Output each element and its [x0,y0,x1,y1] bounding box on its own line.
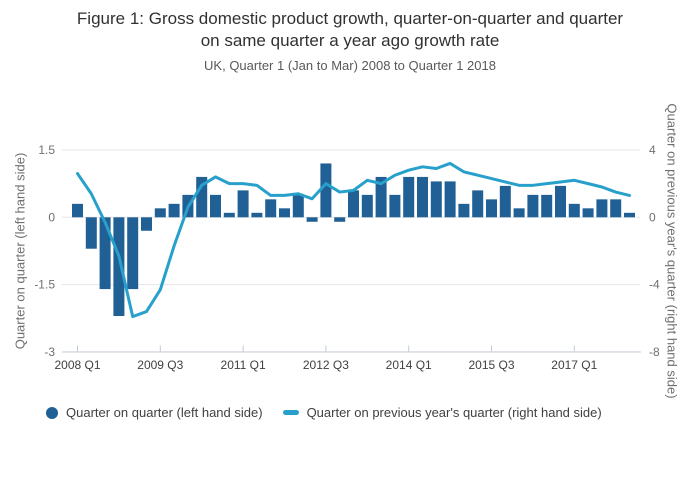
chart-legend: Quarter on quarter (left hand side) Quar… [46,405,602,420]
bar-2017-Q3 [596,199,608,218]
legend-item-year-on-year[interactable]: Quarter on previous year's quarter (righ… [282,405,602,420]
bar-2013-Q1 [348,190,359,218]
x-tick-label: 2009 Q3 [137,358,183,372]
chart-title: Figure 1: Gross domestic product growth,… [0,8,700,52]
bar-2015-Q3 [486,199,497,218]
bar-2016-Q2 [527,194,539,218]
bar-2017-Q1 [568,203,580,218]
bar-2011-Q3 [265,199,277,218]
bar-2010-Q4 [223,212,235,218]
right-axis-tick-label: -4 [649,278,660,292]
bar-2011-Q2 [251,212,263,218]
bar-2009-Q3 [154,208,166,218]
bar-2013-Q2 [361,194,373,218]
x-tick-label: 2014 Q1 [386,358,432,372]
bar-2016-Q3 [541,194,553,218]
x-tick-label: 2017 Q1 [551,358,597,372]
left-axis-tick-label: 0 [48,210,55,224]
legend-label-quarter-on-quarter: Quarter on quarter (left hand side) [66,405,263,420]
bar-2009-Q4 [168,203,180,218]
bar-2014-Q2 [417,176,428,218]
bar-2010-Q3 [210,194,221,218]
bar-2012-Q4 [334,217,346,222]
bar-2018-Q1 [624,212,635,218]
bar-2009-Q1 [127,217,139,290]
line-series-marker-icon [282,410,299,415]
right-axis-tick-label: 4 [649,143,656,157]
chart-title-line1: Figure 1: Gross domestic product growth,… [76,9,624,28]
x-tick-label: 2011 Q1 [221,358,266,372]
bar-2011-Q4 [279,208,290,218]
chart-subtitle: UK, Quarter 1 (Jan to Mar) 2008 to Quart… [204,58,496,73]
bar-2008-Q3 [99,217,111,290]
left-axis-tick-label: -3 [44,345,55,359]
legend-item-quarter-on-quarter[interactable]: Quarter on quarter (left hand side) [46,405,263,420]
legend-label-year-on-year: Quarter on previous year's quarter (righ… [306,405,602,420]
year-on-year-trend-line [76,161,631,319]
bar-2015-Q1 [458,203,470,218]
bar-2016-Q1 [513,208,525,218]
bar-2008-Q1 [72,203,83,218]
bar-2010-Q2 [196,176,208,218]
left-axis-tick-label: -1.5 [34,278,55,292]
x-tick-label: 2008 Q1 [54,358,100,372]
x-tick-label: 2015 Q3 [468,358,514,372]
bar-2012-Q1 [292,194,304,218]
chart-title-line2: on same quarter a year ago growth rate [200,31,500,50]
bar-2014-Q4 [444,181,456,218]
bar-2016-Q4 [555,185,566,218]
bar-2012-Q2 [306,217,318,222]
bar-2012-Q3 [320,163,332,218]
bar-2008-Q4 [113,217,125,317]
bar-2009-Q2 [141,217,152,231]
bar-2008-Q2 [85,217,97,249]
bar-2017-Q2 [582,208,594,218]
bar-2015-Q2 [472,190,484,218]
bar-2013-Q3 [375,176,387,218]
bar-2013-Q4 [389,194,401,218]
bar-2017-Q4 [610,199,622,218]
right-axis-tick-label: 0 [649,210,656,224]
left-axis-tick-label: 1.5 [38,143,55,157]
bar-2014-Q3 [430,181,442,218]
bar-2011-Q1 [237,190,249,218]
x-tick-label: 2012 Q3 [303,358,349,372]
bar-series-marker-icon [46,406,58,419]
right-axis-tick-label: -8 [649,345,660,359]
bar-2015-Q4 [499,185,511,218]
bar-2014-Q1 [403,176,415,218]
